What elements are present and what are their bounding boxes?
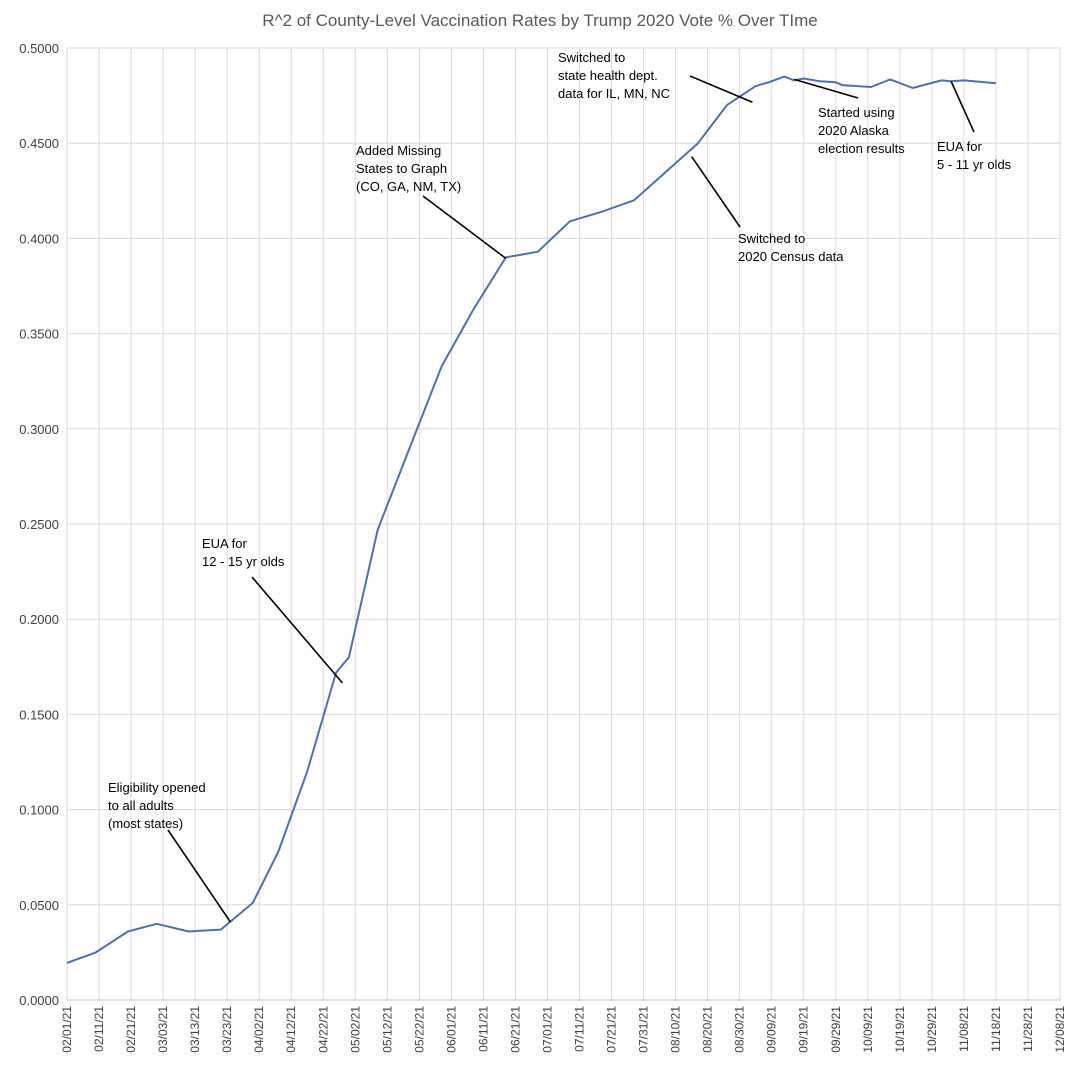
x-tick-label: 02/21/21	[124, 1006, 138, 1053]
annotation: Started using 2020 Alaska election results	[793, 78, 905, 156]
annotation-text: (CO, GA, NM, TX)	[356, 179, 461, 194]
x-tick-label: 06/21/21	[508, 1006, 522, 1053]
x-tick-label: 09/09/21	[765, 1006, 779, 1053]
annotation-text: 5 - 11 yr olds	[937, 157, 1012, 172]
annotation-leader-line	[690, 156, 741, 228]
x-tick-label: 09/19/21	[797, 1006, 811, 1053]
x-tick-label: 06/11/21	[476, 1006, 490, 1052]
x-tick-label: 11/08/21	[957, 1006, 971, 1052]
annotation-text: to all adults	[108, 798, 174, 813]
annotation-text: EUA for	[202, 536, 247, 551]
annotation-text: 12 - 15 yr olds	[202, 554, 285, 569]
annotation-text: election results	[818, 141, 905, 156]
x-tick-label: 05/22/21	[412, 1006, 426, 1053]
annotation: Added Missing States to Graph (CO, GA, NM,…	[356, 143, 507, 260]
annotation-text: 2020 Alaska	[818, 123, 890, 138]
x-tick-label: 03/23/21	[220, 1006, 234, 1053]
annotation-leader-line	[793, 78, 859, 99]
annotation-text: Added Missing	[356, 143, 441, 158]
annotation-text: States to Graph	[356, 161, 447, 176]
x-tick-label: 07/21/21	[605, 1006, 619, 1053]
y-tick-label: 0.4500	[19, 136, 59, 151]
annotation-leader-line	[422, 195, 507, 260]
x-tick-label: 07/01/21	[540, 1006, 554, 1053]
x-tick-label: 04/22/21	[316, 1006, 330, 1053]
x-tick-label: 08/20/21	[701, 1006, 715, 1053]
x-tick-label: 06/01/21	[444, 1006, 458, 1053]
x-tick-label: 10/29/21	[925, 1006, 939, 1053]
x-tick-label: 02/01/21	[60, 1006, 74, 1053]
annotations: Eligibility opened to all adults (most sta…	[108, 50, 1012, 923]
annotation-text: Switched to	[738, 231, 805, 246]
y-tick-label: 0.4000	[19, 231, 59, 246]
gridlines	[66, 47, 1061, 1001]
annotation-text: (most states)	[108, 816, 183, 831]
x-tick-label: 05/12/21	[380, 1006, 394, 1053]
annotation: EUA for 12 - 15 yr olds	[202, 536, 344, 684]
annotation-leader-line	[950, 80, 975, 133]
x-tick-label: 11/18/21	[989, 1006, 1003, 1052]
y-tick-label: 0.1500	[19, 707, 59, 722]
annotation-text: data for IL, MN, NC	[558, 86, 670, 101]
annotation-leader-line	[251, 576, 344, 684]
annotation: Switched to 2020 Census data	[690, 156, 844, 264]
annotation-text: Started using	[818, 105, 895, 120]
x-tick-label: 10/09/21	[861, 1006, 875, 1053]
annotation: Eligibility opened to all adults (most sta…	[108, 780, 232, 923]
y-tick-label: 0.5000	[19, 41, 59, 56]
annotation-text: 2020 Census data	[738, 249, 844, 264]
x-tick-label: 03/03/21	[156, 1006, 170, 1053]
y-tick-label: 0.3500	[19, 327, 59, 342]
x-tick-label: 12/08/21	[1053, 1006, 1067, 1053]
x-tick-label: 02/11/21	[92, 1006, 106, 1052]
x-tick-label: 05/02/21	[348, 1006, 362, 1053]
x-tick-label: 08/10/21	[669, 1006, 683, 1053]
annotation: Switched to state health dept. data for IL…	[558, 50, 753, 104]
annotation: EUA for 5 - 11 yr olds	[937, 80, 1012, 172]
x-tick-label: 10/19/21	[893, 1006, 907, 1053]
axes: 0.0000 0.0500 0.1000 0.1500 0.2000 0.2500 0.30…	[19, 41, 1067, 1053]
x-tick-label: 07/31/21	[637, 1006, 651, 1053]
annotation-leader-line	[167, 829, 232, 923]
series-layer	[66, 75, 996, 964]
annotation-text: state health dept.	[558, 68, 658, 83]
y-tick-label: 0.2500	[19, 517, 59, 532]
y-tick-label: 0.0000	[19, 993, 59, 1008]
annotation-text: EUA for	[937, 139, 982, 154]
x-tick-label: 03/13/21	[188, 1006, 202, 1053]
annotation-text: Eligibility opened	[108, 780, 206, 795]
x-tick-label: 08/30/21	[733, 1006, 747, 1053]
x-tick-label: 07/11/21	[573, 1006, 587, 1052]
y-tick-label: 0.1000	[19, 803, 59, 818]
x-tick-label: 04/12/21	[284, 1006, 298, 1053]
chart-title: R^2 of County-Level Vaccination Rates by…	[262, 11, 817, 30]
x-tick-label: 09/29/21	[829, 1006, 843, 1053]
y-tick-label: 0.3000	[19, 422, 59, 437]
y-tick-label: 0.0500	[19, 898, 59, 913]
series-line	[66, 75, 996, 964]
y-tick-label: 0.2000	[19, 612, 59, 627]
annotation-text: Switched to	[558, 50, 625, 65]
annotation-leader-line	[689, 75, 753, 104]
x-tick-label: 11/28/21	[1021, 1006, 1035, 1052]
x-tick-label: 04/02/21	[252, 1006, 266, 1053]
